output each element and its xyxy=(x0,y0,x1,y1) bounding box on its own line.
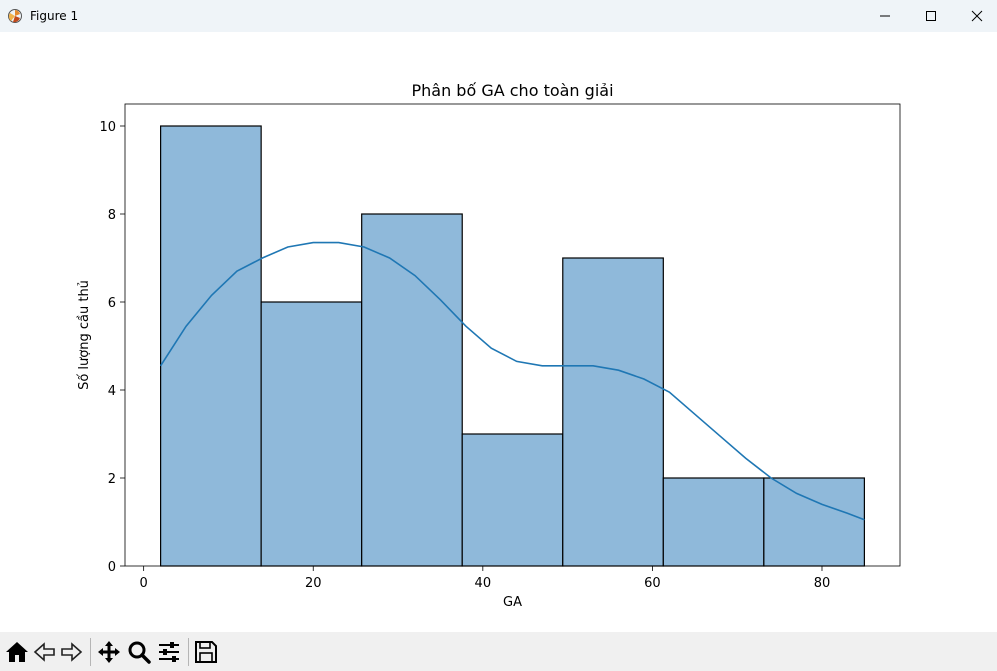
y-axis-label: Số lượng cầu thủ xyxy=(77,280,92,390)
histogram-bar xyxy=(562,257,664,567)
close-icon xyxy=(971,10,983,22)
histogram-bar xyxy=(160,125,262,567)
pan-icon xyxy=(98,641,120,663)
maximize-button[interactable] xyxy=(908,0,954,32)
x-tick-label: 80 xyxy=(814,576,831,591)
x-axis-label: GA xyxy=(503,595,522,610)
histogram-bar xyxy=(763,477,865,567)
histogram-bar xyxy=(260,301,363,567)
configure-subplots-button[interactable] xyxy=(156,639,182,665)
minimize-icon xyxy=(880,15,890,17)
toolbar-separator xyxy=(90,638,91,666)
figure-canvas: 0 20 40 60 80 0 2 4 6 8 10 Phân bố GA cho toàn gi… xyxy=(0,32,997,632)
x-axis-ticks: 0 20 40 60 80 xyxy=(140,566,831,591)
x-tick-label: 40 xyxy=(475,576,492,591)
histogram-bar xyxy=(461,433,564,567)
pan-button[interactable] xyxy=(96,639,122,665)
y-tick-label: 6 xyxy=(108,296,116,311)
save-button[interactable] xyxy=(193,639,219,665)
forward-arrow-icon xyxy=(61,642,83,662)
back-arrow-icon xyxy=(33,642,55,662)
histogram-bar xyxy=(361,213,463,567)
y-axis-ticks: 0 2 4 6 8 10 xyxy=(99,120,125,575)
zoom-button[interactable] xyxy=(126,639,152,665)
histogram-bar xyxy=(662,477,765,567)
close-button[interactable] xyxy=(954,0,997,32)
zoom-icon xyxy=(128,641,151,664)
kde-curve xyxy=(159,241,865,521)
home-icon xyxy=(6,642,28,662)
save-icon xyxy=(195,641,217,663)
y-tick-label: 2 xyxy=(108,472,116,487)
histogram-bars xyxy=(160,125,865,567)
x-tick-label: 20 xyxy=(305,576,322,591)
maximize-icon xyxy=(926,11,936,21)
x-tick-label: 60 xyxy=(644,576,661,591)
y-tick-label: 8 xyxy=(108,208,116,223)
configure-subplots-icon xyxy=(159,642,179,662)
y-tick-label: 0 xyxy=(108,560,116,575)
toolbar-separator xyxy=(188,638,189,666)
window-titlebar: Figure 1 xyxy=(0,0,997,32)
home-button[interactable] xyxy=(4,639,30,665)
matplotlib-icon xyxy=(8,9,22,23)
back-button[interactable] xyxy=(32,639,58,665)
navigation-toolbar xyxy=(0,632,997,671)
minimize-button[interactable] xyxy=(862,0,908,32)
histogram-chart: 0 20 40 60 80 0 2 4 6 8 10 Phân bố GA cho toàn gi… xyxy=(77,81,901,610)
chart-title: Phân bố GA cho toàn giải xyxy=(411,81,613,100)
x-tick-label: 0 xyxy=(140,576,148,591)
window-title: Figure 1 xyxy=(30,9,79,23)
axes-frame xyxy=(124,103,901,567)
forward-button[interactable] xyxy=(58,639,84,665)
y-tick-label: 4 xyxy=(108,384,116,399)
y-tick-label: 10 xyxy=(99,120,116,135)
